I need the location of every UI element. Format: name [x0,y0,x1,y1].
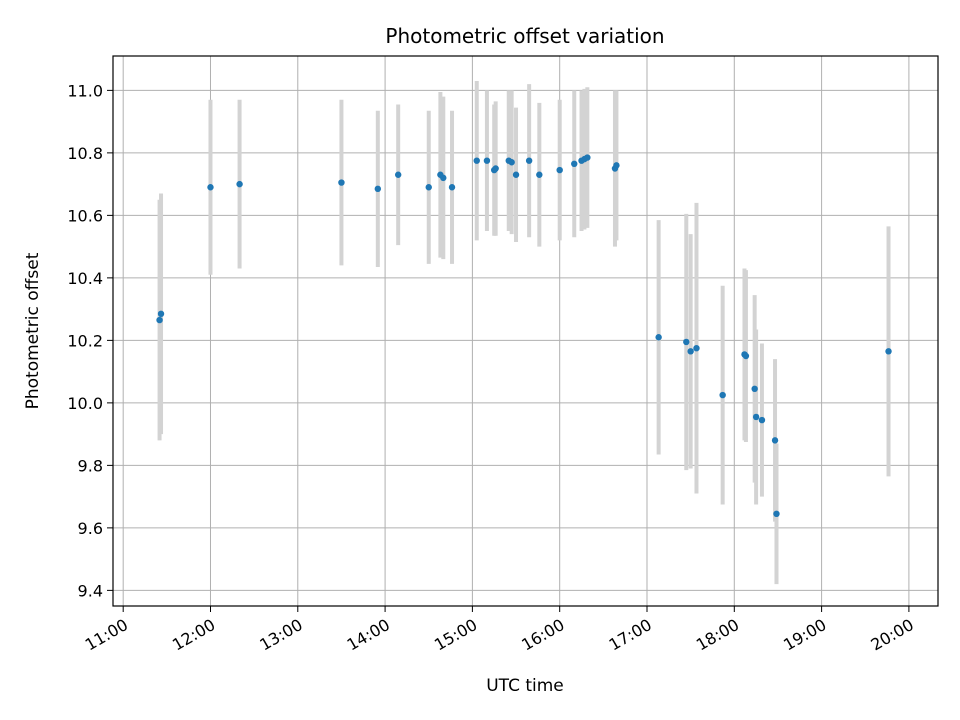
data-point [157,310,165,318]
y-tick-label: 11.0 [67,81,103,100]
data-point [584,154,591,161]
data-point [508,159,515,166]
y-tick-label: 9.6 [78,519,103,538]
y-tick-label: 9.8 [78,456,103,475]
data-point [683,338,690,346]
data-point [473,157,480,164]
y-axis-label: Photometric offset [23,252,43,409]
data-point [687,348,694,355]
data-point [885,348,892,355]
data-point [374,185,382,193]
data-point [773,510,780,518]
data-point [525,157,533,164]
data-point [512,171,520,178]
data-point [742,352,750,360]
data-point [556,166,563,174]
data-point [571,160,578,168]
x-axis-label: UTC time [486,676,564,696]
y-axis: 9.4 9.6 9.8 10.0 10.2 10.4 10.6 10.8 11.0 [67,81,113,600]
data-point [207,184,214,191]
data-point [394,171,402,178]
data-point [483,157,491,164]
y-tick-label: 10.2 [67,331,103,350]
data-point [758,416,766,424]
data-point [693,344,700,352]
data-point [752,413,760,421]
data-point [236,180,243,188]
y-tick-label: 10.4 [67,269,103,288]
chart-title: Photometric offset variation [385,24,664,48]
y-tick-label: 10.8 [67,144,103,163]
y-tick-label: 10.6 [67,206,103,225]
data-point [771,437,779,444]
data-point [440,174,447,182]
data-points [156,154,892,518]
data-point [448,184,456,191]
y-tick-label: 9.4 [78,581,103,600]
plot-frame [112,55,939,607]
data-point [613,162,620,169]
data-point [425,184,432,191]
data-point [719,391,726,399]
data-point [492,165,499,172]
data-point [751,385,758,393]
data-point [338,179,345,186]
y-tick-label: 10.0 [67,394,103,413]
data-point [655,334,662,341]
data-point [536,171,543,178]
data-point [156,316,163,324]
